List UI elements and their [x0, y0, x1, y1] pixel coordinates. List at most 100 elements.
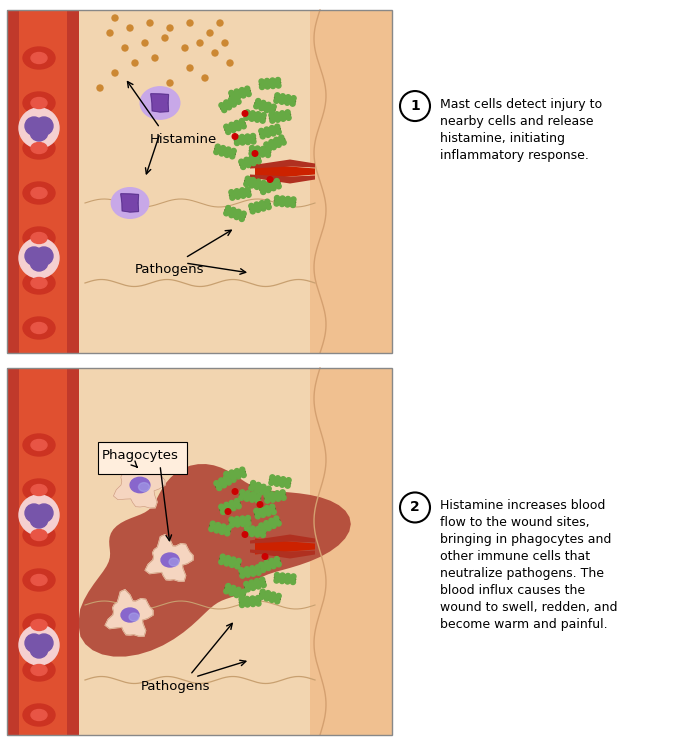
Circle shape	[230, 154, 235, 159]
Circle shape	[231, 207, 236, 212]
Ellipse shape	[23, 227, 55, 249]
Circle shape	[221, 483, 227, 488]
Ellipse shape	[250, 483, 271, 494]
Circle shape	[30, 510, 48, 528]
Circle shape	[269, 492, 274, 497]
Circle shape	[223, 100, 229, 105]
Circle shape	[241, 124, 246, 129]
Circle shape	[250, 111, 255, 116]
Ellipse shape	[31, 187, 47, 198]
Circle shape	[241, 193, 246, 198]
Circle shape	[276, 129, 281, 134]
Circle shape	[224, 152, 230, 158]
Circle shape	[271, 131, 276, 136]
Ellipse shape	[31, 664, 47, 675]
Ellipse shape	[111, 188, 148, 218]
Circle shape	[246, 516, 250, 521]
Circle shape	[269, 181, 274, 186]
Circle shape	[260, 118, 265, 123]
Ellipse shape	[269, 477, 291, 486]
Circle shape	[256, 207, 261, 212]
Circle shape	[281, 117, 286, 121]
Circle shape	[250, 178, 256, 183]
Circle shape	[236, 474, 241, 479]
Circle shape	[261, 568, 266, 572]
Circle shape	[261, 146, 265, 152]
Circle shape	[122, 45, 128, 51]
Circle shape	[265, 132, 271, 137]
Circle shape	[271, 592, 276, 597]
Circle shape	[261, 134, 265, 139]
Circle shape	[259, 523, 264, 528]
Circle shape	[261, 513, 265, 517]
Ellipse shape	[274, 574, 296, 583]
Circle shape	[269, 140, 274, 145]
Circle shape	[209, 527, 214, 531]
Circle shape	[240, 134, 244, 140]
Circle shape	[276, 184, 281, 189]
Circle shape	[256, 111, 261, 117]
Circle shape	[217, 485, 222, 490]
Circle shape	[271, 186, 276, 191]
Ellipse shape	[31, 710, 47, 721]
Circle shape	[280, 196, 285, 201]
Circle shape	[249, 155, 254, 160]
Circle shape	[254, 154, 259, 158]
Circle shape	[225, 531, 230, 536]
Circle shape	[271, 145, 276, 149]
Circle shape	[249, 183, 254, 188]
Circle shape	[245, 176, 250, 181]
Circle shape	[271, 523, 276, 528]
Circle shape	[232, 134, 238, 139]
Circle shape	[290, 101, 295, 106]
Ellipse shape	[249, 201, 271, 211]
Polygon shape	[250, 175, 315, 184]
Circle shape	[244, 597, 250, 601]
Circle shape	[271, 83, 275, 88]
FancyBboxPatch shape	[98, 442, 187, 474]
Circle shape	[234, 499, 240, 504]
Circle shape	[25, 247, 43, 265]
Circle shape	[254, 508, 259, 513]
Circle shape	[236, 94, 240, 100]
Circle shape	[152, 55, 158, 61]
Circle shape	[221, 524, 226, 529]
Circle shape	[246, 521, 251, 526]
Ellipse shape	[215, 146, 236, 156]
Ellipse shape	[259, 591, 281, 601]
Circle shape	[231, 477, 236, 482]
Circle shape	[255, 595, 261, 600]
Circle shape	[244, 496, 249, 502]
Circle shape	[202, 75, 208, 81]
Circle shape	[259, 562, 264, 567]
FancyBboxPatch shape	[7, 368, 392, 735]
Circle shape	[241, 473, 246, 478]
Circle shape	[255, 146, 260, 151]
Circle shape	[281, 496, 286, 500]
Ellipse shape	[121, 608, 139, 622]
Circle shape	[274, 98, 279, 103]
Circle shape	[252, 151, 258, 156]
Polygon shape	[250, 160, 315, 169]
Circle shape	[290, 203, 296, 207]
Circle shape	[276, 143, 281, 147]
Ellipse shape	[23, 704, 55, 726]
Ellipse shape	[129, 613, 139, 621]
Ellipse shape	[230, 88, 250, 98]
Circle shape	[250, 585, 256, 591]
Circle shape	[270, 475, 275, 480]
Circle shape	[224, 471, 229, 476]
Circle shape	[285, 202, 290, 207]
Circle shape	[285, 110, 290, 115]
Circle shape	[229, 91, 234, 95]
Circle shape	[291, 197, 296, 202]
Circle shape	[264, 142, 269, 147]
Circle shape	[265, 152, 271, 158]
Circle shape	[244, 582, 249, 586]
Circle shape	[261, 181, 266, 186]
Polygon shape	[255, 539, 315, 554]
Ellipse shape	[244, 112, 266, 121]
Circle shape	[236, 100, 241, 104]
Circle shape	[269, 109, 274, 114]
Polygon shape	[151, 94, 169, 112]
